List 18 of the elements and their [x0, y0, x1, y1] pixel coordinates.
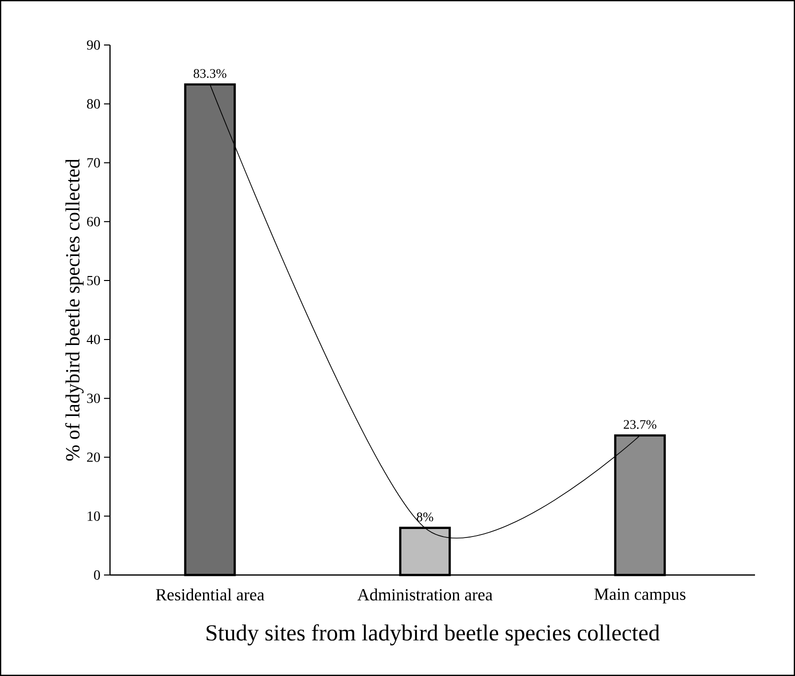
- y-tick-label: 40: [86, 334, 100, 344]
- y-tick-label: 20: [87, 452, 100, 462]
- data-label: 23.7%: [624, 420, 656, 429]
- x-tick-label: Residential area: [156, 588, 264, 600]
- data-label: 8%: [416, 512, 434, 522]
- y-tick-label: 70: [87, 158, 100, 168]
- y-tick-label: 90: [86, 40, 100, 50]
- x-axis-title: Study sites from ladybird beetle species collected: [206, 624, 660, 646]
- y-tick-label: 80: [87, 99, 100, 109]
- y-axis-title: % of ladybird beetle species collected: [65, 158, 84, 461]
- y-tick-label: 50: [87, 276, 100, 286]
- x-tick-label: Main campus: [594, 588, 686, 604]
- data-label: 83.3%: [194, 69, 226, 78]
- y-tick-label: 0: [94, 570, 100, 580]
- y-tick-label: 10: [88, 511, 100, 521]
- x-tick-label: Administration area: [357, 588, 493, 600]
- y-tick-label: 30: [87, 394, 100, 404]
- y-tick-label: 60: [87, 216, 100, 226]
